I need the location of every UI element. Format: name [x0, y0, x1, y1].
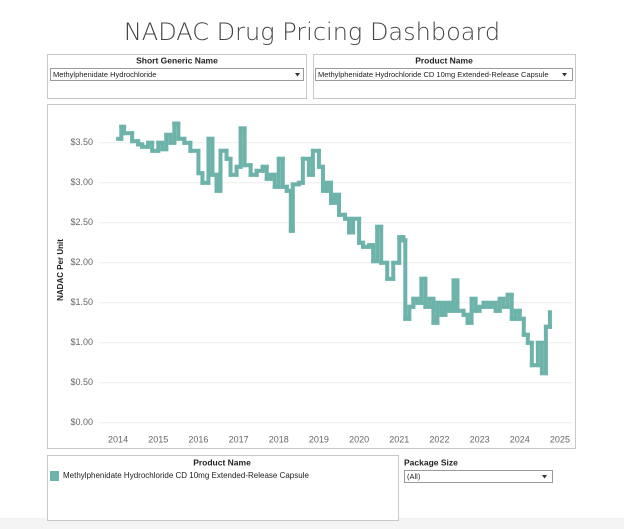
- y-tick-label: $1.50: [70, 297, 93, 307]
- dropdown-arrow[interactable]: [542, 475, 547, 479]
- dropdown[interactable]: [50, 68, 304, 81]
- legend-swatch: [50, 471, 59, 481]
- x-tick-label: 2021: [389, 434, 409, 444]
- legend: Methylphenidate Hydrochloride CD 10mg Ex…: [50, 471, 309, 481]
- legend-title: Product Name: [193, 457, 251, 467]
- plot-area: $0.00 $0.50 $1.00 $1.50 $2.00 $2.50 $3.00 $3.50…: [70, 121, 572, 444]
- filter-label: Package Size: [404, 457, 458, 467]
- y-tick-label: $1.00: [70, 337, 93, 347]
- y-tick-label: $3.50: [70, 137, 93, 147]
- x-tick-label: 2025: [550, 434, 570, 444]
- x-tick-label: 2020: [349, 434, 369, 444]
- dropdown-arrow[interactable]: [295, 73, 300, 77]
- x-tick-label: 2017: [229, 434, 249, 444]
- x-tick-label: 2015: [148, 434, 168, 444]
- dropdown-value[interactable]: (All): [407, 472, 421, 481]
- footer-strip: [0, 518, 624, 529]
- x-tick-label: 2022: [429, 434, 449, 444]
- x-tick-label: 2023: [470, 434, 490, 444]
- x-tick-label: 2016: [188, 434, 208, 444]
- x-tick-label: 2024: [510, 434, 530, 444]
- y-axis-title: NADAC Per Unit: [56, 239, 65, 301]
- series-line: [116, 121, 552, 376]
- x-tick-label: 2014: [108, 434, 128, 444]
- x-tick-label: 2019: [309, 434, 329, 444]
- dropdown[interactable]: [404, 470, 553, 483]
- dashboard-title: NADAC Drug Pricing Dashboard: [124, 18, 500, 46]
- x-tick-label: 2018: [269, 434, 289, 444]
- filter-label: Short Generic Name: [136, 55, 218, 65]
- legend-label: Methylphenidate Hydrochloride CD 10mg Ex…: [63, 471, 309, 480]
- y-tick-label: $3.00: [70, 177, 93, 187]
- dropdown-arrow[interactable]: [562, 73, 567, 77]
- y-tick-label: $0.50: [70, 377, 93, 387]
- dropdown-value[interactable]: Methylphenidate Hydrochloride CD 10mg Ex…: [318, 70, 549, 79]
- y-tick-label: $0.00: [70, 417, 93, 427]
- dropdown-value[interactable]: Methylphenidate Hydrochloride: [53, 70, 156, 79]
- legend-panel: [47, 455, 399, 521]
- y-tick-label: $2.00: [70, 257, 93, 267]
- dropdown[interactable]: [315, 68, 573, 81]
- y-tick-label: $2.50: [70, 217, 93, 227]
- filter-label: Product Name: [415, 55, 473, 65]
